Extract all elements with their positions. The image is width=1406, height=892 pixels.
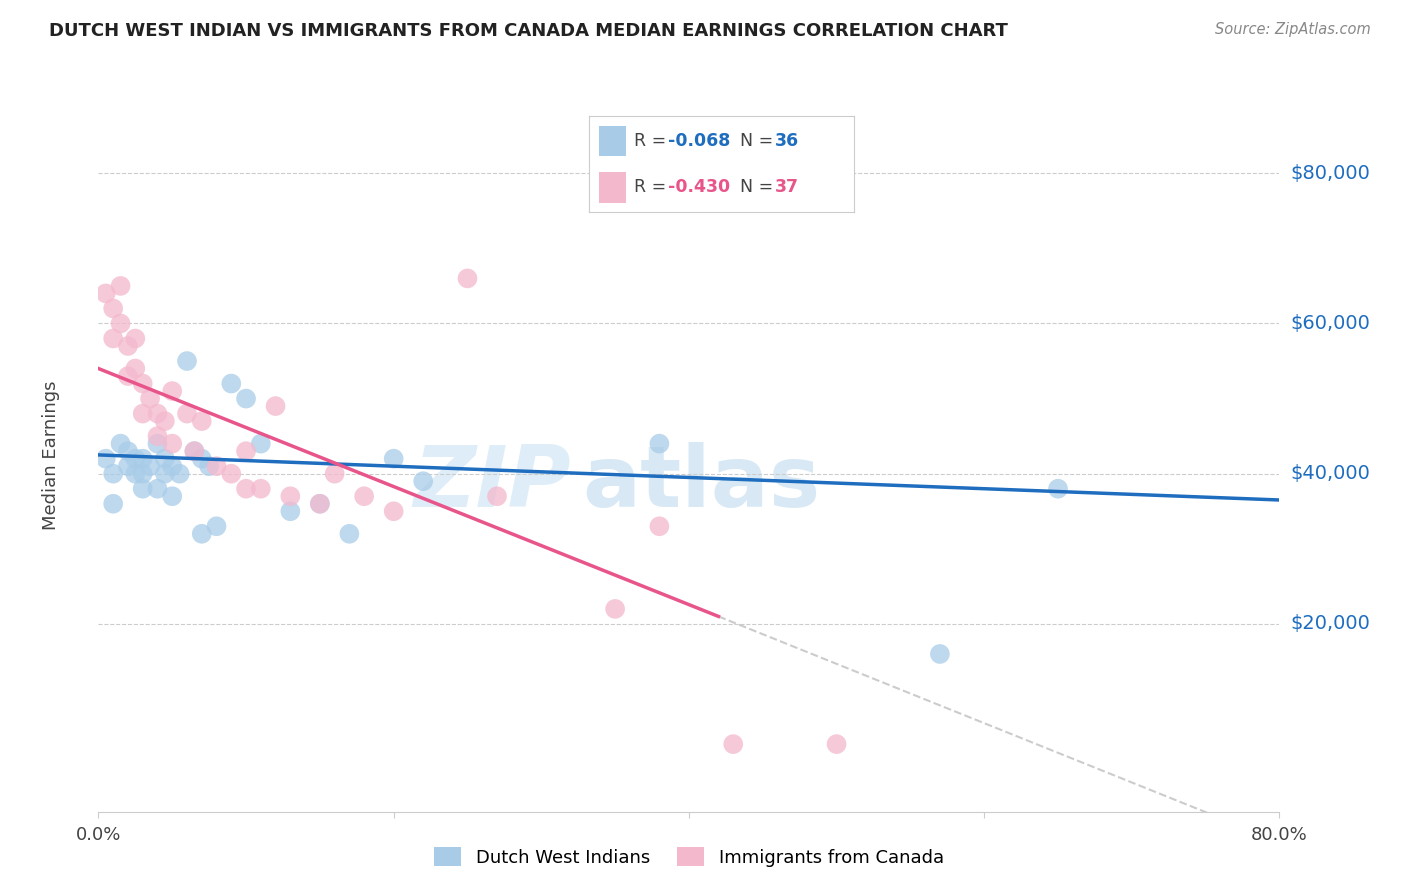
Point: [146, 429, 169, 443]
FancyBboxPatch shape: [599, 126, 626, 156]
Point: [353, 489, 375, 503]
Point: [382, 451, 405, 466]
Point: [153, 467, 176, 481]
Point: [103, 467, 125, 481]
Point: [117, 369, 139, 384]
Point: [162, 436, 183, 450]
Point: [648, 436, 671, 450]
Point: [219, 376, 242, 391]
Text: 36: 36: [775, 132, 799, 150]
Point: [94, 286, 117, 301]
Text: ZIP: ZIP: [413, 442, 571, 525]
Point: [124, 467, 146, 481]
Point: [337, 526, 360, 541]
Point: [183, 444, 205, 458]
Point: [162, 489, 183, 503]
Point: [176, 354, 198, 368]
Point: [146, 482, 169, 496]
Point: [250, 436, 273, 450]
Point: [205, 459, 228, 474]
Text: DUTCH WEST INDIAN VS IMMIGRANTS FROM CANADA MEDIAN EARNINGS CORRELATION CHART: DUTCH WEST INDIAN VS IMMIGRANTS FROM CAN…: [49, 22, 1008, 40]
FancyBboxPatch shape: [599, 172, 626, 202]
Point: [153, 414, 176, 428]
Point: [124, 361, 146, 376]
Point: [169, 467, 191, 481]
Point: [162, 459, 183, 474]
Point: [110, 436, 132, 450]
Point: [176, 407, 198, 421]
Point: [235, 392, 257, 406]
Point: [605, 602, 627, 616]
Point: [382, 504, 405, 518]
Point: [205, 519, 228, 533]
Point: [278, 489, 302, 503]
Point: [648, 519, 671, 533]
Point: [456, 271, 478, 285]
Text: R =: R =: [634, 178, 672, 196]
Text: atlas: atlas: [582, 442, 821, 525]
Point: [110, 317, 132, 331]
Point: [825, 737, 848, 751]
Point: [162, 384, 183, 398]
Text: $40,000: $40,000: [1291, 464, 1371, 483]
Point: [117, 459, 139, 474]
Point: [132, 407, 155, 421]
Point: [1046, 482, 1069, 496]
Point: [412, 474, 434, 488]
Text: -0.068: -0.068: [668, 132, 731, 150]
Point: [146, 436, 169, 450]
Point: [153, 451, 176, 466]
Point: [94, 451, 117, 466]
Text: 37: 37: [775, 178, 799, 196]
Point: [183, 444, 205, 458]
Text: N =: N =: [740, 178, 779, 196]
Text: R =: R =: [634, 132, 672, 150]
Point: [264, 399, 287, 413]
Text: $80,000: $80,000: [1291, 164, 1371, 183]
Point: [103, 301, 125, 316]
Point: [103, 331, 125, 345]
Point: [309, 497, 332, 511]
Point: [191, 414, 214, 428]
Point: [278, 504, 302, 518]
Point: [250, 482, 273, 496]
Point: [721, 737, 744, 751]
Text: -0.430: -0.430: [668, 178, 730, 196]
Point: [132, 376, 155, 391]
Point: [132, 482, 155, 496]
Point: [103, 497, 125, 511]
Point: [323, 467, 346, 481]
Point: [110, 279, 132, 293]
Point: [132, 451, 155, 466]
Text: N =: N =: [740, 132, 779, 150]
Legend: Dutch West Indians, Immigrants from Canada: Dutch West Indians, Immigrants from Cana…: [427, 840, 950, 874]
Text: $60,000: $60,000: [1291, 314, 1371, 333]
Point: [132, 467, 155, 481]
Point: [117, 339, 139, 353]
Point: [139, 459, 162, 474]
Text: $20,000: $20,000: [1291, 615, 1371, 633]
Point: [309, 497, 332, 511]
Text: Source: ZipAtlas.com: Source: ZipAtlas.com: [1215, 22, 1371, 37]
Text: Median Earnings: Median Earnings: [42, 380, 60, 530]
Point: [117, 444, 139, 458]
Point: [146, 407, 169, 421]
Point: [124, 331, 146, 345]
Point: [191, 451, 214, 466]
Point: [235, 444, 257, 458]
Point: [928, 647, 950, 661]
Point: [139, 392, 162, 406]
Point: [198, 459, 221, 474]
Point: [486, 489, 509, 503]
Point: [235, 482, 257, 496]
Point: [124, 451, 146, 466]
Point: [191, 526, 214, 541]
Point: [219, 467, 242, 481]
